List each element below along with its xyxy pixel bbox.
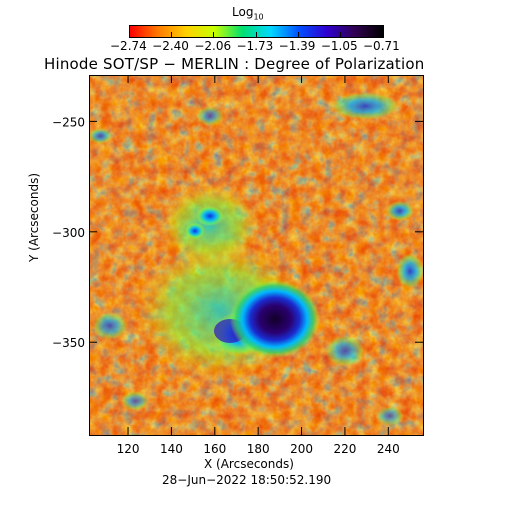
y-tick-label: −350 xyxy=(52,336,85,350)
colorbar-tick-label: −0.71 xyxy=(363,39,400,53)
y-tick-label: −250 xyxy=(52,115,85,129)
polarization-map xyxy=(89,75,424,436)
x-tick-label: 160 xyxy=(203,442,226,456)
plot-title: Hinode SOT/SP − MERLIN : Degree of Polar… xyxy=(44,55,425,73)
x-tick-label: 140 xyxy=(160,442,183,456)
polarization-image xyxy=(90,76,423,435)
colorbar-tick-mark xyxy=(339,32,341,37)
colorbar-tick-mark xyxy=(213,32,215,37)
colorbar-tick-mark xyxy=(171,32,173,37)
colorbar-label-sub: 10 xyxy=(253,12,264,22)
y-axis-label: Y (Arcseconds) xyxy=(27,172,41,262)
colorbar-tick-label: −1.39 xyxy=(278,39,316,53)
colorbar-tick-label: −1.73 xyxy=(236,39,274,53)
x-axis-label: X (Arcseconds) xyxy=(204,457,294,471)
y-tick-label: −300 xyxy=(52,226,85,240)
colorbar-label: Log10 xyxy=(232,5,264,21)
timestamp: 28−Jun−2022 18:50:52.190 xyxy=(162,473,332,487)
colorbar-tick-label: −1.05 xyxy=(320,39,358,53)
x-tick-label: 220 xyxy=(333,442,356,456)
colorbar-tick-label: −2.06 xyxy=(194,39,232,53)
colorbar xyxy=(129,25,384,38)
colorbar-tick-label: −2.40 xyxy=(152,39,189,53)
colorbar-tick-mark xyxy=(129,32,130,37)
colorbar-tick-mark xyxy=(297,32,299,37)
colorbar-tick-mark xyxy=(255,32,257,37)
colorbar-label-main: Log xyxy=(232,5,254,19)
x-tick-label: 200 xyxy=(290,442,313,456)
colorbar-tick-label: −2.74 xyxy=(110,39,147,53)
x-tick-label: 180 xyxy=(247,442,270,456)
x-tick-label: 120 xyxy=(117,442,140,456)
x-tick-label: 240 xyxy=(377,442,400,456)
sunspot xyxy=(230,280,320,358)
colorbar-tick-mark xyxy=(382,32,383,37)
